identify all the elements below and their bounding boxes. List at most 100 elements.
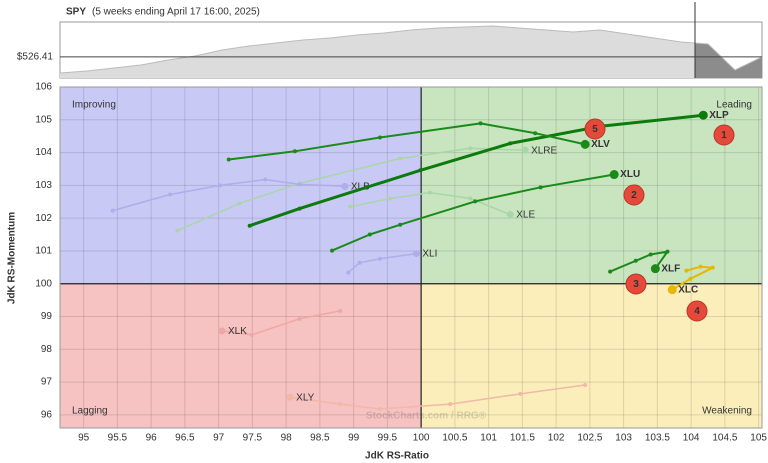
trail-dot xyxy=(297,182,302,187)
trail-dot xyxy=(110,208,115,213)
x-tick-label: 104 xyxy=(683,433,700,444)
series-label: XLP xyxy=(709,110,729,121)
trail-dot xyxy=(633,258,638,263)
head-dot xyxy=(521,146,529,154)
spy-area xyxy=(60,26,762,78)
trail-dot xyxy=(533,131,538,136)
badge xyxy=(625,273,647,295)
x-tick-label: 100.5 xyxy=(442,433,467,444)
trail xyxy=(249,113,704,228)
trail xyxy=(347,252,417,274)
trail-dot xyxy=(346,270,351,275)
head-dot xyxy=(580,139,590,149)
trail-dot xyxy=(648,252,653,257)
spy-area-recent xyxy=(695,43,762,78)
watermark: StockCharts.com / RRG® xyxy=(366,411,487,422)
badge-number: 2 xyxy=(631,190,637,201)
trail xyxy=(228,122,586,161)
head-dot xyxy=(218,327,226,335)
trail-dot xyxy=(448,402,453,407)
plot-frame xyxy=(59,86,763,429)
trail-dot xyxy=(478,121,483,126)
series-label: XLF xyxy=(661,263,680,274)
head-dot xyxy=(341,182,349,190)
trail-dot xyxy=(247,223,252,228)
quadrant-label: Weakening xyxy=(702,406,752,417)
trail-dot xyxy=(292,149,297,154)
x-tick-label: 103.5 xyxy=(645,433,670,444)
trail-dot xyxy=(249,332,254,337)
badge-number: 4 xyxy=(694,306,700,317)
y-tick-label: 101 xyxy=(35,246,52,257)
series-label: XLY xyxy=(296,392,314,403)
series-label: XLC xyxy=(678,284,698,295)
y-tick-label: 96 xyxy=(41,410,53,421)
series-label: XLU xyxy=(620,169,640,180)
x-tick-label: 98 xyxy=(281,433,293,444)
y-tick-label: 105 xyxy=(35,114,52,125)
trail xyxy=(112,178,345,212)
trail xyxy=(290,384,586,410)
trail-dot xyxy=(468,196,473,201)
x-tick-label: 96 xyxy=(146,433,158,444)
y-tick-label: 99 xyxy=(41,311,53,322)
trail-dot xyxy=(217,183,222,188)
x-tick-label: 101.5 xyxy=(510,433,535,444)
trail-dot xyxy=(684,268,689,273)
trail xyxy=(221,310,341,336)
y-tick-label: 106 xyxy=(35,82,52,93)
x-tick-label: 98.5 xyxy=(310,433,330,444)
head-dot xyxy=(506,211,514,219)
x-tick-label: 96.5 xyxy=(175,433,195,444)
x-tick-label: 95.5 xyxy=(108,433,128,444)
series-label: XLB xyxy=(351,181,370,192)
trail-dot xyxy=(297,206,302,211)
series-label: XLK xyxy=(228,326,247,337)
badge xyxy=(623,184,645,206)
x-tick-label: 99 xyxy=(348,433,360,444)
series-label: XLV xyxy=(591,139,610,150)
quadrant-label: Leading xyxy=(716,100,752,111)
x-tick-label: 101 xyxy=(480,433,497,444)
spy-subtitle: (5 weeks ending April 17 16:00, 2025) xyxy=(92,7,260,18)
head-dot xyxy=(286,393,294,401)
trail-dot xyxy=(698,264,703,269)
head-dot xyxy=(412,250,420,258)
x-axis-label: JdK RS-Ratio xyxy=(365,451,429,462)
quadrant xyxy=(60,87,422,284)
trail-dot xyxy=(175,228,180,233)
x-tick-label: 97 xyxy=(213,433,225,444)
trail-dot xyxy=(377,256,382,261)
head-dot xyxy=(698,110,708,120)
trail-dot xyxy=(518,391,523,396)
y-axis-label: JdK RS-Momentum xyxy=(7,212,18,304)
x-tick-label: 102 xyxy=(548,433,565,444)
head-dot xyxy=(667,285,677,295)
y-tick-label: 100 xyxy=(35,278,52,289)
badge-number: 1 xyxy=(721,130,727,141)
trail-dot xyxy=(348,204,353,209)
x-tick-label: 104.5 xyxy=(712,433,737,444)
y-tick-label: 103 xyxy=(35,180,52,191)
y-tick-label: 98 xyxy=(41,344,53,355)
trail-dot xyxy=(263,177,268,182)
trail-dot xyxy=(297,316,302,321)
trail-dot xyxy=(388,196,393,201)
trail-dot xyxy=(377,406,382,411)
badge-number: 5 xyxy=(592,124,598,135)
trail-dot xyxy=(583,383,588,388)
trail-dot xyxy=(710,265,715,270)
trail-dot xyxy=(538,185,543,190)
badge xyxy=(686,300,708,322)
spy-title: SPY xyxy=(66,7,86,18)
trail-dot xyxy=(665,249,670,254)
quadrant-label: Lagging xyxy=(72,406,108,417)
trail-dot xyxy=(418,168,423,173)
trail-dot xyxy=(398,156,403,161)
x-tick-label: 99.5 xyxy=(378,433,398,444)
trail-dot xyxy=(377,135,382,140)
x-tick-label: 95 xyxy=(78,433,90,444)
quadrant xyxy=(60,283,422,428)
y-tick-label: 102 xyxy=(35,213,52,224)
